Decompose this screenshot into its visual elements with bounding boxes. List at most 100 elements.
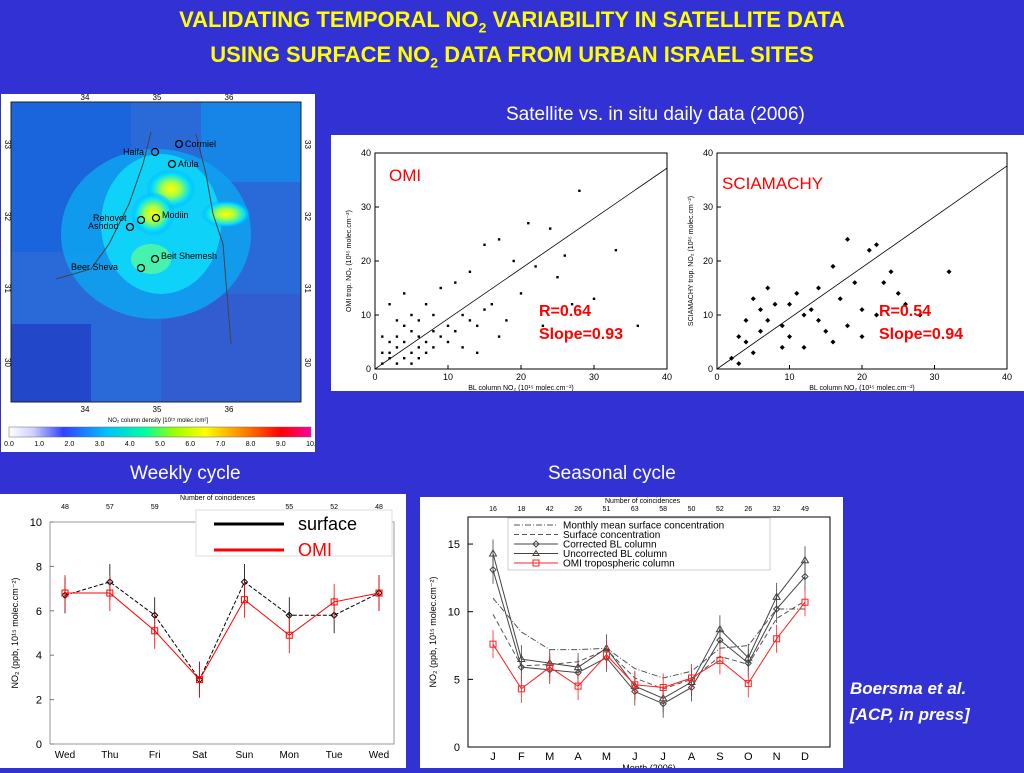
coincidence-count: 48	[61, 504, 69, 511]
data-point	[330, 598, 338, 606]
colorbar-tick-label: 0.0	[4, 441, 14, 448]
data-point	[715, 624, 725, 633]
data-point	[688, 674, 696, 682]
data-point	[743, 317, 749, 323]
data-point	[800, 555, 810, 564]
colorbar-tick-label: 1.0	[34, 441, 44, 448]
x-tick-label: M	[602, 751, 611, 763]
coincidence-count: 18	[517, 506, 525, 513]
data-point	[489, 566, 497, 574]
y-tick-label: 20	[703, 256, 713, 266]
city-haifa: Haifa	[123, 147, 160, 157]
data-point	[917, 312, 923, 318]
scatter-plot-omi: 00 10 10 20 20 30 30 40 40 BL column NO₂ (10¹⁵ mo…	[346, 148, 672, 392]
data-point	[388, 340, 391, 344]
series-line	[492, 597, 805, 679]
data-point	[881, 280, 887, 286]
data-point	[574, 682, 582, 690]
data-point	[750, 350, 756, 356]
x-tick-label: Wed	[55, 750, 75, 761]
data-point	[483, 243, 486, 246]
x-tick-label: J	[490, 751, 496, 763]
data-point	[381, 362, 384, 365]
legend-label: Surface concentration	[563, 530, 660, 541]
map-left-tick: 30	[3, 358, 12, 367]
svg-text:Ashdod: Ashdod	[88, 221, 119, 231]
y-tick-label: 40	[703, 148, 713, 158]
data-point	[476, 351, 479, 354]
citation-line1: Boersma et al.	[850, 679, 967, 698]
map-bottom-tick: 35	[153, 405, 162, 414]
legend-label: Monthly mean surface concentration	[563, 521, 724, 532]
colorbar-tick-label: 3.0	[95, 441, 105, 448]
x-tick-label: 0	[372, 372, 377, 382]
data-point	[787, 334, 792, 340]
data-point	[388, 303, 391, 306]
x-tick-label: N	[773, 751, 781, 763]
map-top-tick: 36	[225, 94, 234, 102]
data-point	[424, 303, 428, 306]
data-point	[432, 330, 435, 333]
data-point	[743, 339, 749, 345]
fit-line	[716, 165, 1008, 370]
legend-marker	[532, 559, 540, 567]
x-axis-label: BL column NO₂ (10¹⁵ molec.cm⁻²)	[809, 385, 915, 391]
legend-label: Corrected BL column	[563, 540, 657, 551]
legend-box	[195, 509, 393, 557]
scatter-heading: Satellite vs. in situ daily data (2006)	[506, 104, 805, 125]
x-tick-label: 30	[589, 372, 599, 382]
map-top-tick: 35	[153, 94, 162, 102]
series-label: OMI	[389, 166, 421, 185]
x-tick-label: Wed	[369, 750, 389, 761]
data-point	[476, 324, 479, 327]
data-point	[527, 222, 530, 225]
data-point	[852, 280, 858, 286]
data-point	[845, 236, 850, 242]
y-tick-label: 40	[361, 148, 371, 158]
data-point	[388, 351, 391, 354]
y-tick-label: 4	[36, 650, 42, 662]
city-ashdod: Ashdod	[88, 221, 135, 232]
svg-text:Haifa: Haifa	[123, 147, 144, 157]
data-point	[570, 303, 574, 306]
data-point	[410, 351, 413, 354]
data-point	[765, 317, 771, 323]
x-tick-label: 20	[516, 372, 526, 382]
data-point	[461, 313, 464, 317]
x-tick-label: Sat	[192, 750, 207, 761]
data-point	[592, 297, 596, 300]
scatter-plot-sciamachy: 00 10 10 20 20 30 30 40 40 BL column NO₂ (10¹⁵ mo…	[688, 148, 1012, 392]
coincidences-title: Number of coincidences	[605, 498, 681, 505]
data-point	[758, 328, 763, 334]
fit-line	[374, 167, 668, 370]
coincidence-count: 55	[285, 504, 293, 511]
y-axis-label: NO₂ (ppb, 10¹⁵ molec.cm⁻²)	[428, 577, 438, 688]
data-point	[196, 676, 204, 684]
y-tick-label: 10	[30, 517, 42, 529]
data-point	[772, 592, 782, 600]
data-point	[903, 301, 908, 307]
series-line	[492, 600, 806, 690]
series-line	[492, 601, 806, 690]
y-tick-label: 0	[366, 364, 371, 374]
data-point	[285, 631, 293, 639]
data-point	[743, 653, 753, 661]
y-tick-label: 2	[36, 695, 42, 707]
data-point	[845, 323, 850, 329]
city-modiin: Modiin	[151, 210, 189, 223]
x-tick-label: 10	[784, 372, 794, 382]
data-point	[534, 265, 537, 268]
x-tick-label: A	[688, 751, 696, 763]
data-point	[837, 296, 843, 302]
coincidence-count: 59	[151, 504, 159, 511]
coincidence-count: 42	[546, 506, 554, 513]
coincidence-count: 26	[574, 506, 582, 513]
legend-label: OMI tropospheric column	[563, 559, 675, 570]
no2-map-panel: 34 35 36 34 35 36 33 32 31 30 33 32 31 3…	[1, 93, 316, 452]
data-point	[439, 286, 442, 290]
data-point	[578, 189, 581, 192]
x-tick-label: M	[545, 751, 554, 763]
coincidences-title: Number of coincidences	[180, 495, 256, 502]
data-point	[573, 662, 583, 671]
